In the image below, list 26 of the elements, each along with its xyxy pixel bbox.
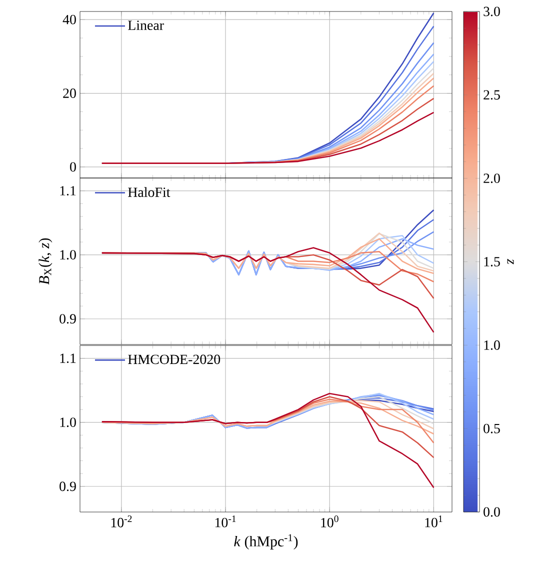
color-bar-label: 1.5: [484, 257, 500, 266]
color-bar-label: 0.5: [484, 424, 500, 434]
x-tick-label: 10$^{-2}$: [111, 516, 132, 528]
color-bar-label: 3.0: [484, 6, 500, 16]
y-tick-label: 0: [70, 162, 76, 172]
y-tick-label: 20: [63, 88, 76, 98]
color-bar-title: z: [507, 258, 514, 264]
x-tick-label: 10$^{0}$: [321, 516, 338, 528]
y-tick-label: 1.0: [60, 418, 76, 428]
color-bar-label: 1.0: [484, 340, 500, 350]
legend-label: HMCODE-2020: [128, 354, 220, 364]
y-axis-title: B$_{X}$(k, z): [38, 238, 52, 285]
y-tick-label: 1.0: [60, 250, 76, 260]
y-tick-label: 1.1: [60, 354, 76, 364]
x-tick-label: 10$^{1}$: [425, 516, 442, 528]
color-bar-label: 2.0: [484, 174, 500, 184]
color-bar-label: 2.5: [484, 90, 500, 100]
color-bar-label: 0.0: [484, 507, 500, 517]
legend-label: HaloFit: [128, 187, 170, 197]
x-tick-label: 10$^{-1}$: [215, 516, 236, 528]
y-tick-label: 40: [62, 14, 76, 24]
x-axis-title: k (hMpc$^{-1}$): [234, 534, 298, 550]
y-tick-label: 1.1: [60, 186, 76, 196]
y-tick-label: 0.9: [60, 314, 76, 324]
legend-label: Linear: [128, 20, 164, 30]
y-tick-label: 0.9: [60, 482, 76, 492]
